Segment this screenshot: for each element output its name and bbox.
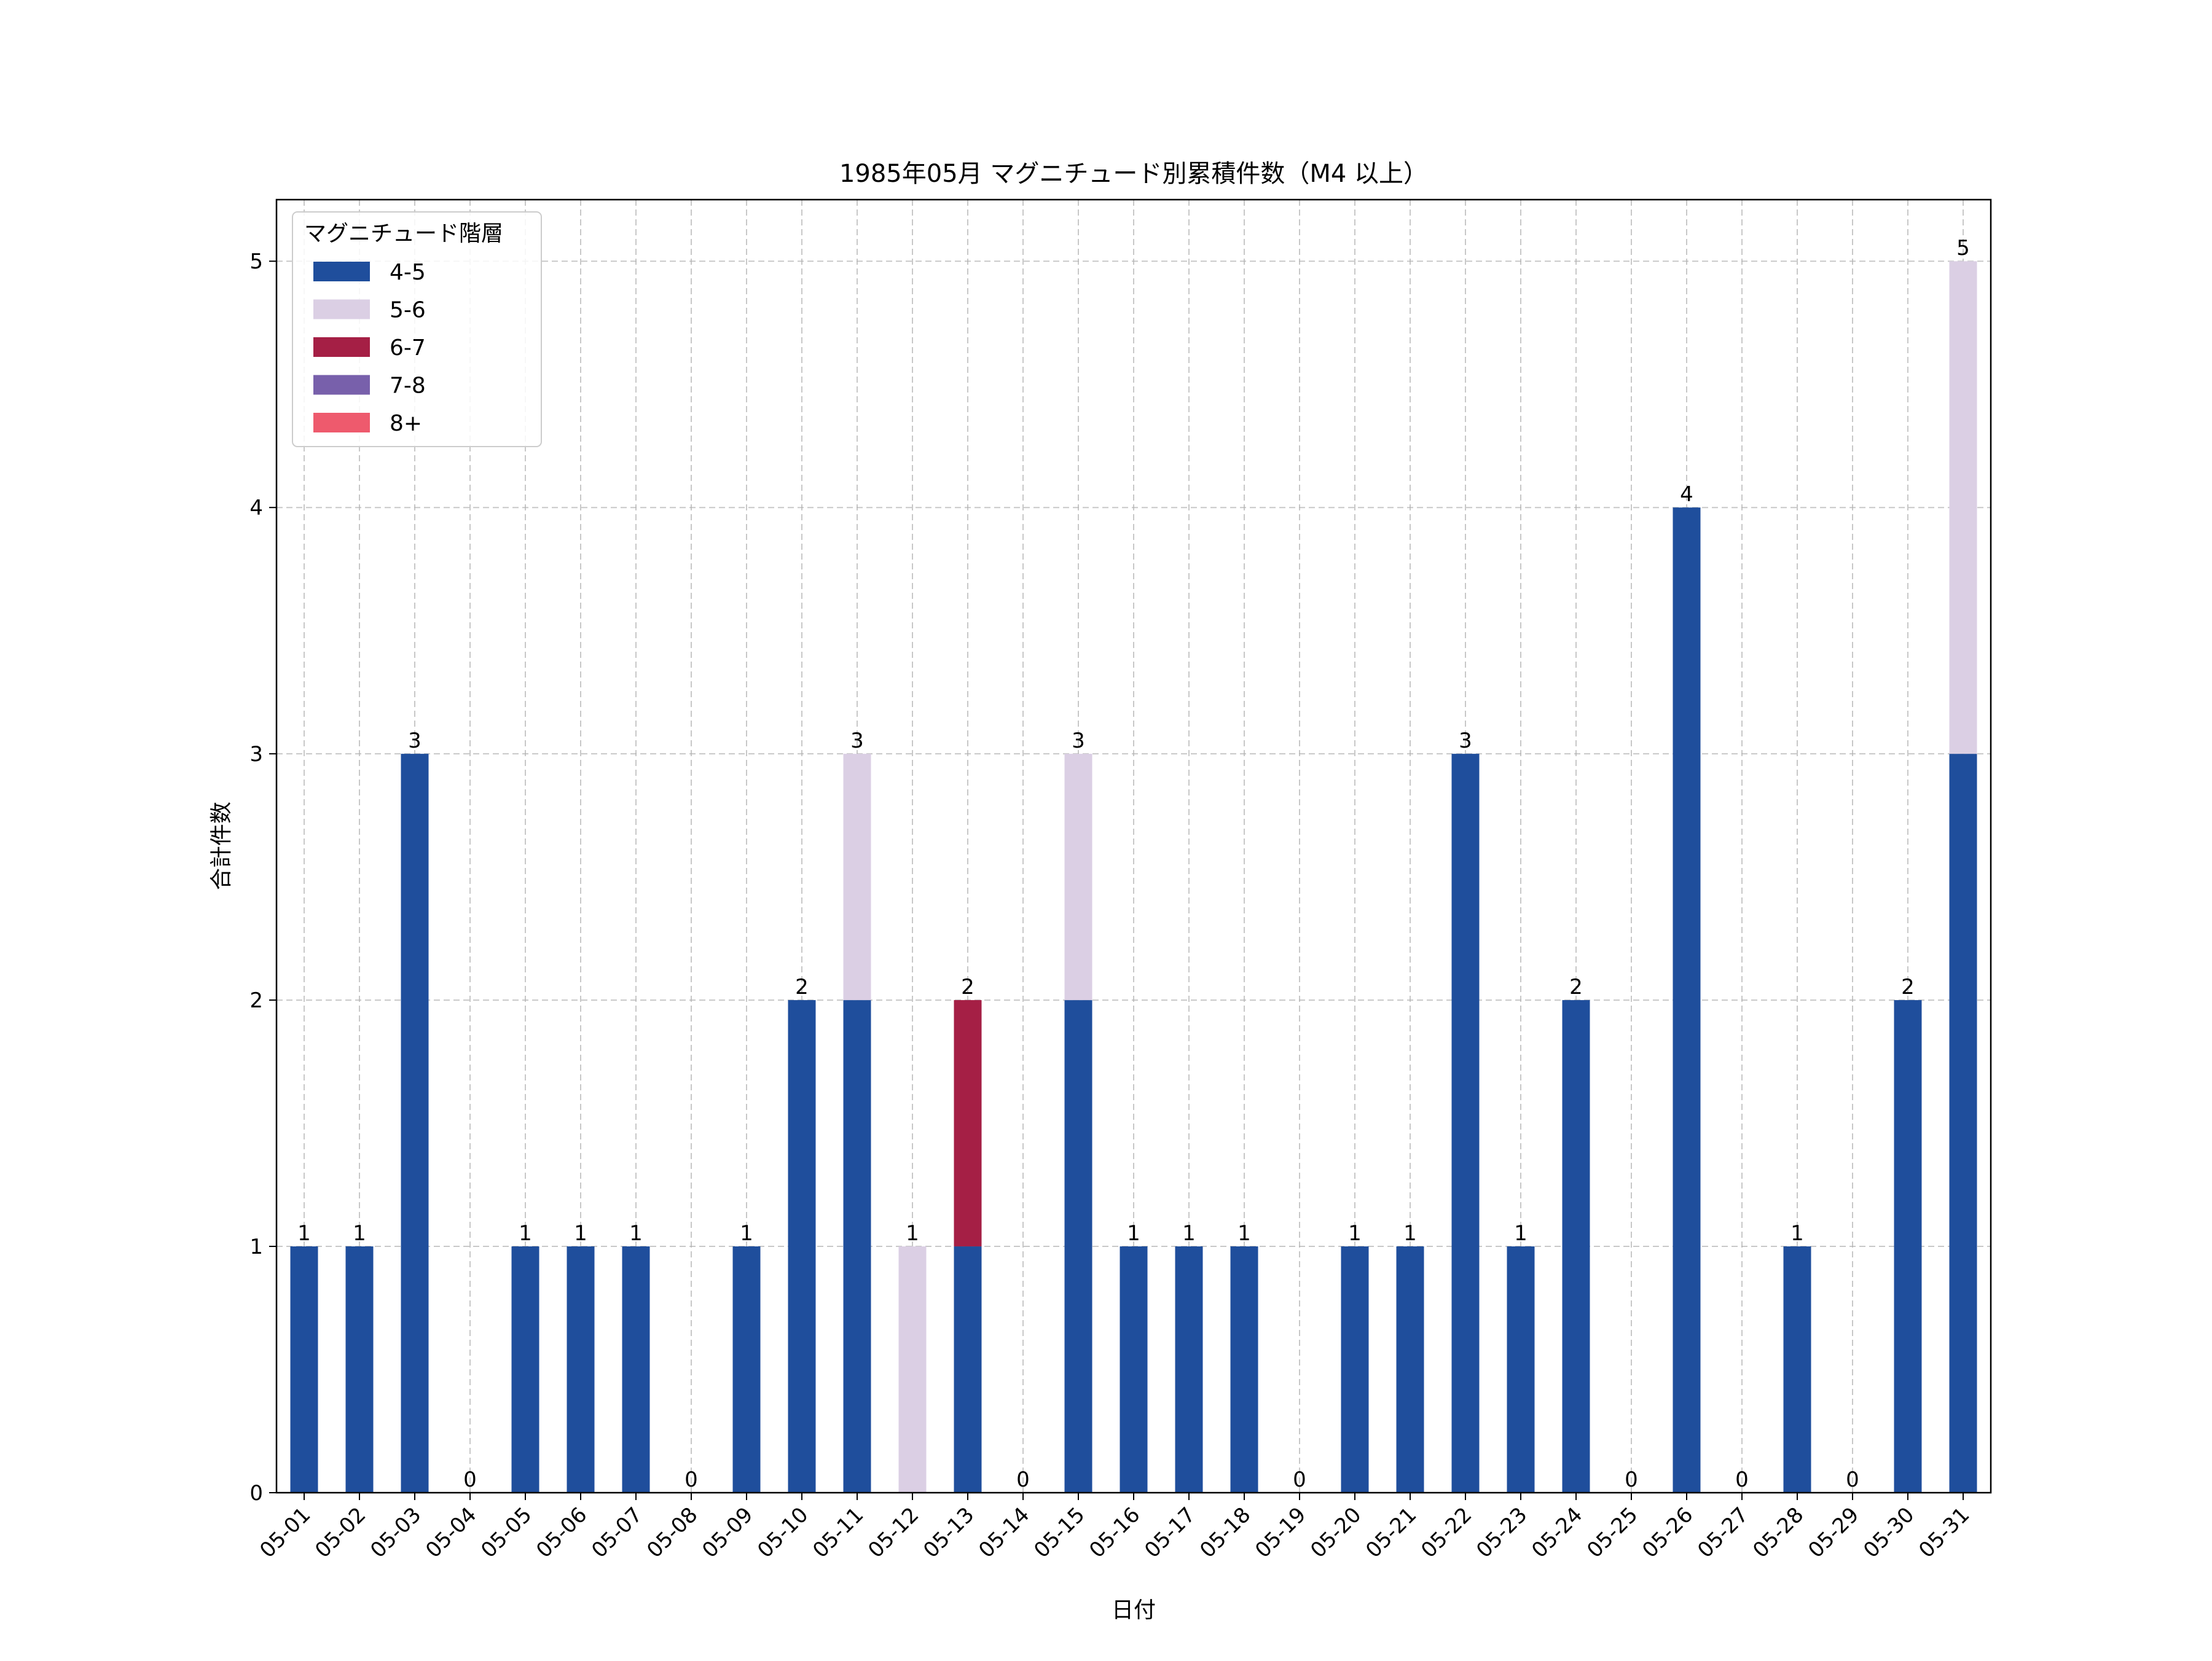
bar-total-label: 3 [850, 729, 864, 753]
bar-total-label: 1 [906, 1221, 919, 1246]
legend-swatch-8+ [313, 413, 370, 432]
bar-total-label: 0 [1016, 1468, 1030, 1492]
bar-4-5-05-20 [1341, 1246, 1369, 1493]
bar-total-label: 1 [1127, 1221, 1140, 1246]
bar-total-label: 0 [463, 1468, 477, 1492]
bar-total-label: 1 [1348, 1221, 1362, 1246]
y-tick-label: 3 [249, 742, 263, 767]
bar-total-label: 0 [684, 1468, 698, 1492]
legend: マグニチュード階層 4-5 5-6 6-7 7-8 8+ [292, 211, 542, 447]
bar-total-label: 1 [1403, 1221, 1417, 1246]
bar-total-label: 3 [1072, 729, 1085, 753]
bar-4-5-05-06 [567, 1246, 595, 1493]
bar-4-5-05-31 [1949, 754, 1977, 1493]
bars [290, 261, 1977, 1493]
y-tick-label: 4 [249, 496, 263, 520]
bar-total-label: 4 [1680, 482, 1693, 507]
bar-4-5-05-24 [1562, 1000, 1590, 1493]
bar-total-labels: 1 1 3 0 1 1 1 0 1 2 3 1 2 0 3 1 1 1 0 1 1 3 1 2 0 4 0 1 0 2 5 [297, 236, 1970, 1492]
bar-4-5-05-22 [1451, 754, 1480, 1493]
bar-5-6-05-12 [898, 1246, 927, 1493]
bar-total-label: 2 [1569, 975, 1583, 999]
bar-total-label: 1 [519, 1221, 532, 1246]
bar-total-label: 1 [574, 1221, 587, 1246]
bar-4-5-05-09 [732, 1246, 761, 1493]
bar-4-5-05-30 [1894, 1000, 1922, 1493]
bar-total-label: 1 [629, 1221, 643, 1246]
bar-4-5-05-02 [345, 1246, 374, 1493]
bar-4-5-05-16 [1120, 1246, 1148, 1493]
bar-4-5-05-18 [1230, 1246, 1258, 1493]
legend-label: 8+ [390, 411, 422, 436]
legend-label: 6-7 [390, 335, 426, 361]
bar-4-5-05-28 [1783, 1246, 1811, 1493]
bar-4-5-05-03 [401, 754, 429, 1493]
y-tick-label: 1 [249, 1235, 263, 1259]
bar-4-5-05-13 [954, 1246, 982, 1493]
bar-4-5-05-23 [1507, 1246, 1535, 1493]
legend-title: マグニチュード階層 [304, 221, 503, 246]
bar-4-5-05-01 [290, 1246, 318, 1493]
legend-label: 5-6 [390, 298, 426, 323]
bar-4-5-05-10 [788, 1000, 816, 1493]
legend-swatch-5-6 [313, 299, 370, 319]
bar-total-label: 1 [353, 1221, 366, 1246]
bar-total-label: 0 [1846, 1468, 1859, 1492]
x-axis-label: 日付 [1112, 1598, 1156, 1623]
bar-4-5-05-17 [1175, 1246, 1203, 1493]
bar-total-label: 2 [1901, 975, 1915, 999]
bar-total-label: 5 [1956, 236, 1970, 260]
legend-swatch-4-5 [313, 262, 370, 281]
legend-swatch-7-8 [313, 375, 370, 395]
legend-swatch-6-7 [313, 337, 370, 357]
bar-total-label: 3 [408, 729, 422, 753]
bar-4-5-05-15 [1064, 1000, 1092, 1493]
bar-total-label: 1 [1237, 1221, 1251, 1246]
bar-total-label: 2 [795, 975, 809, 999]
y-tick-label: 5 [249, 249, 263, 274]
bar-total-label: 1 [1790, 1221, 1804, 1246]
y-axis-label: 合計件数 [209, 802, 234, 890]
bar-total-label: 0 [1625, 1468, 1638, 1492]
bar-4-5-05-05 [511, 1246, 539, 1493]
bar-total-label: 1 [1514, 1221, 1528, 1246]
bar-4-5-05-21 [1396, 1246, 1424, 1493]
bar-total-label: 0 [1293, 1468, 1306, 1492]
bar-5-6-05-31 [1949, 261, 1977, 754]
bar-6-7-05-13 [954, 1000, 982, 1247]
y-tick-label: 2 [249, 988, 263, 1013]
bar-total-label: 3 [1459, 729, 1472, 753]
bar-4-5-05-07 [622, 1246, 650, 1493]
bar-4-5-05-26 [1673, 507, 1701, 1493]
chart-title: 1985年05月 マグニチュード別累積件数（M4 以上） [839, 160, 1428, 188]
y-tick-label: 0 [249, 1481, 263, 1506]
legend-label: 4-5 [390, 260, 426, 285]
bar-total-label: 2 [961, 975, 975, 999]
bar-5-6-05-11 [843, 754, 871, 1001]
bar-total-label: 1 [297, 1221, 311, 1246]
bar-total-label: 1 [1182, 1221, 1196, 1246]
bar-total-label: 1 [740, 1221, 753, 1246]
bar-total-label: 0 [1735, 1468, 1749, 1492]
legend-label: 7-8 [390, 373, 426, 399]
bar-5-6-05-15 [1064, 754, 1092, 1001]
bar-4-5-05-11 [843, 1000, 871, 1493]
